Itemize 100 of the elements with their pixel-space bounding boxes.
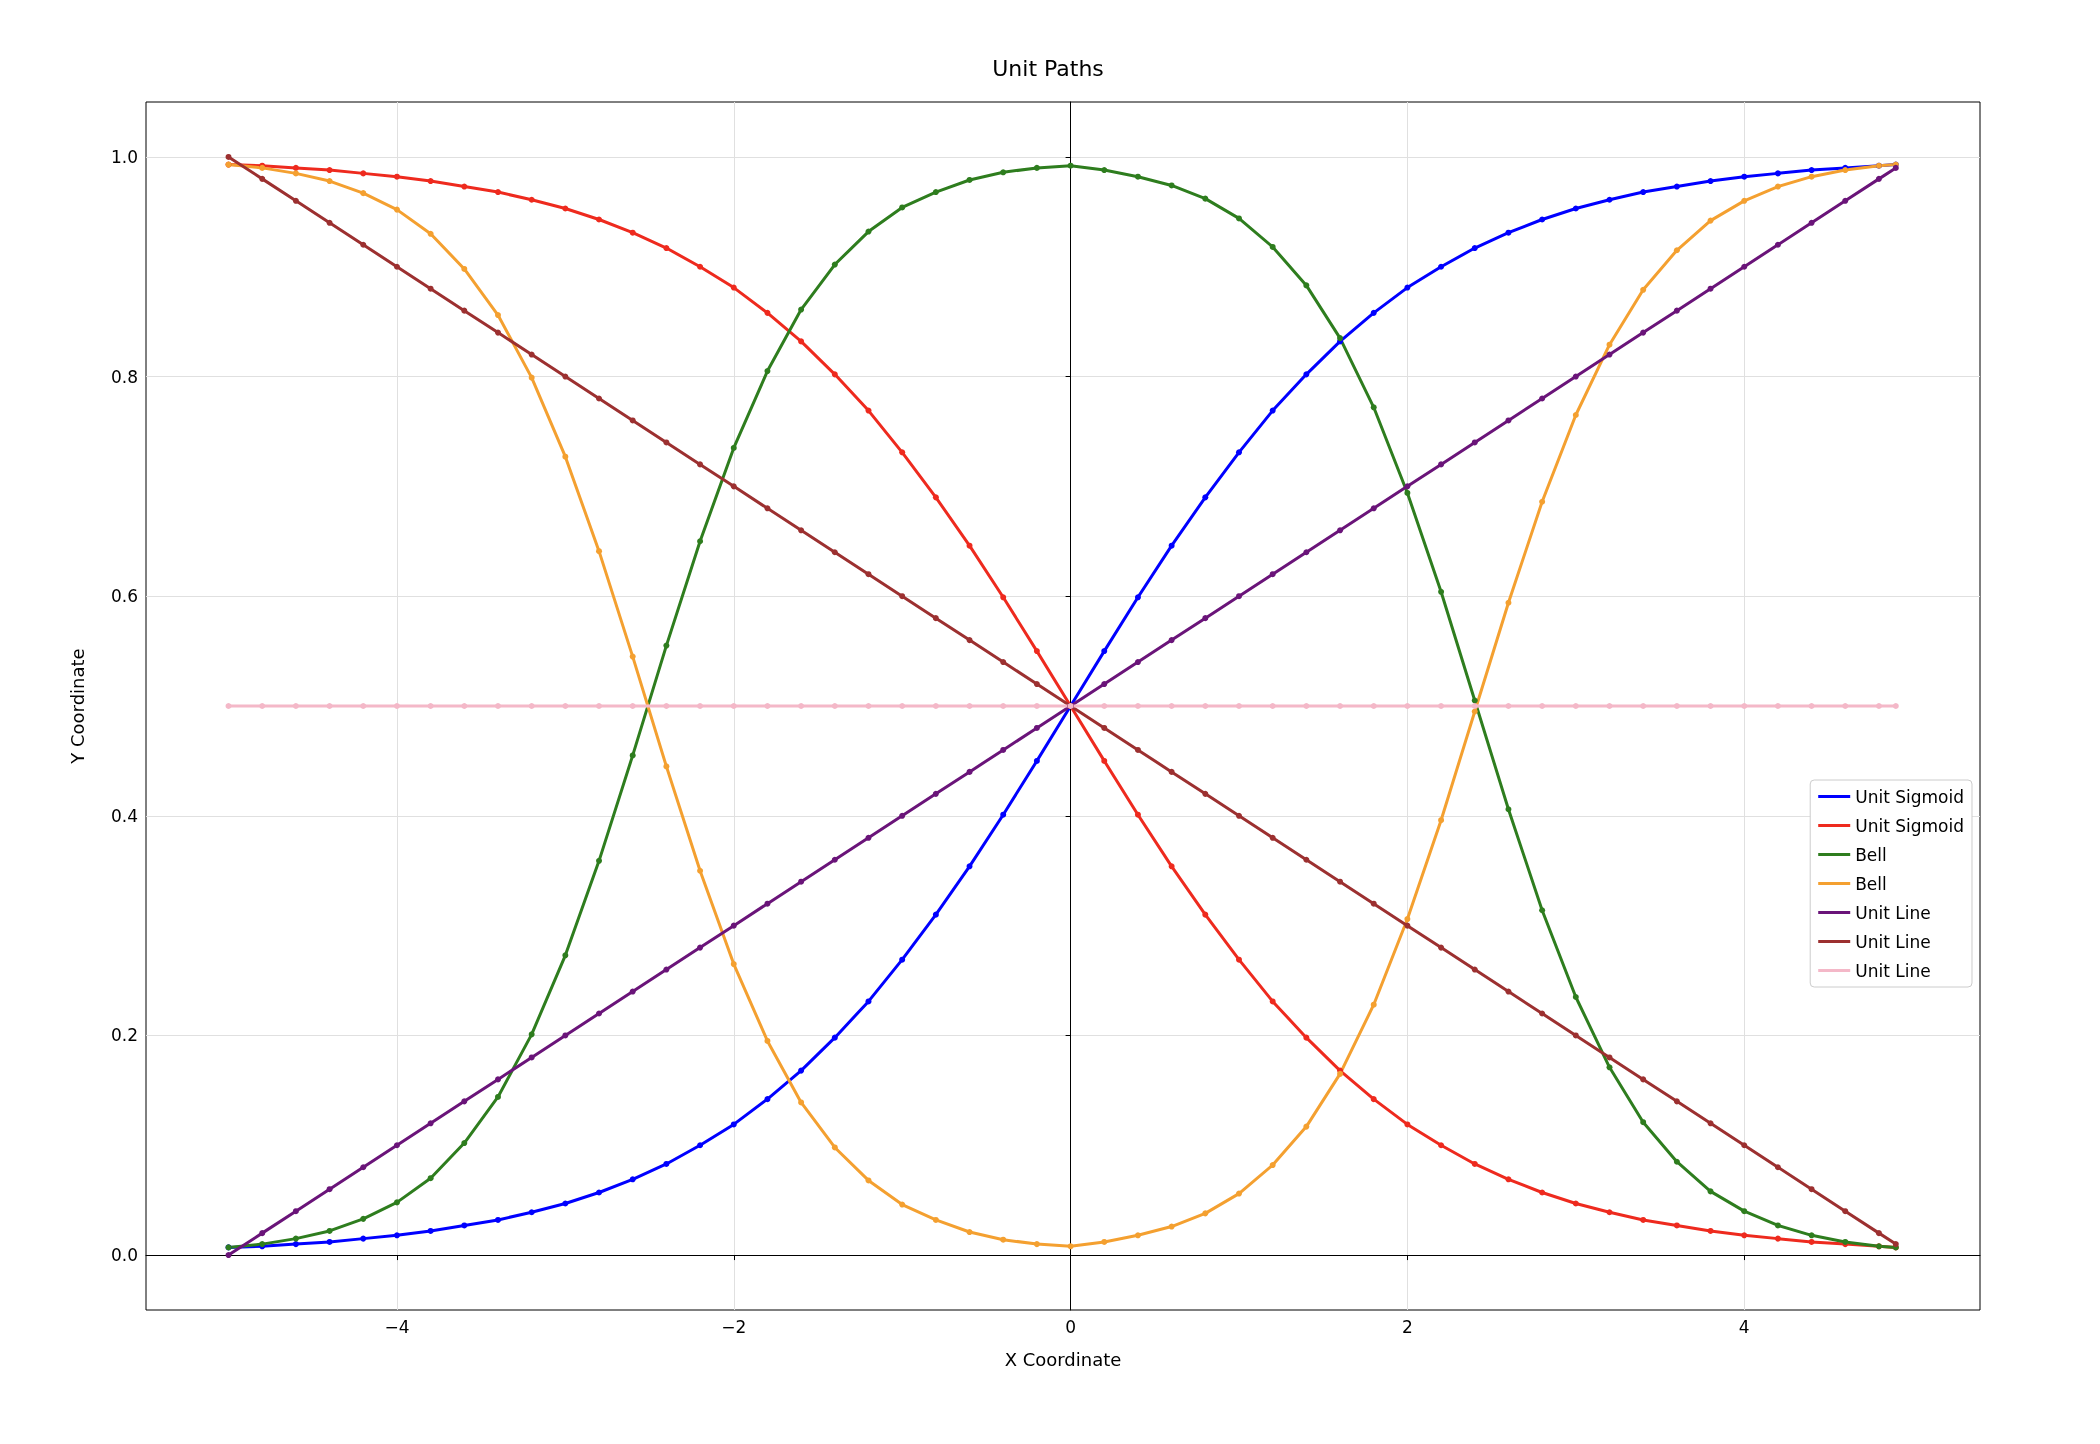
point [1033, 724, 1040, 731]
point [596, 703, 603, 709]
point [1572, 411, 1579, 418]
point [360, 1235, 367, 1242]
point [1673, 247, 1680, 254]
point [427, 1120, 434, 1127]
point [1539, 907, 1546, 914]
point [1640, 286, 1647, 293]
point [225, 1252, 232, 1259]
point [831, 371, 838, 378]
legend-label: Unit Sigmoid [1855, 815, 1965, 836]
point [966, 768, 973, 775]
x-tick-label: 0 [1065, 1316, 1076, 1337]
point [1875, 1230, 1882, 1237]
point [1000, 659, 1007, 666]
point [1673, 1098, 1680, 1105]
point [596, 1189, 603, 1196]
point [1673, 1158, 1680, 1165]
point [596, 1010, 603, 1017]
point [1471, 697, 1478, 704]
point [596, 857, 603, 864]
point [562, 703, 569, 709]
point [461, 265, 468, 272]
point [1269, 571, 1276, 578]
point [528, 196, 535, 203]
point [899, 703, 906, 709]
point [663, 966, 670, 973]
point [1539, 703, 1546, 709]
point [292, 1208, 299, 1215]
point [1134, 659, 1141, 666]
point [292, 197, 299, 204]
point [461, 1140, 468, 1147]
point [1808, 1186, 1815, 1193]
point [865, 228, 872, 235]
point [1438, 461, 1445, 468]
point [966, 176, 973, 183]
point [1471, 703, 1478, 709]
point [259, 175, 266, 182]
point [1168, 637, 1175, 644]
point [1471, 966, 1478, 973]
point [1438, 703, 1445, 709]
x-axis-title: X Coordinate [1004, 1348, 1122, 1370]
point [1741, 1208, 1748, 1215]
point [1606, 1054, 1613, 1061]
y-tick-label: 0.4 [110, 805, 138, 826]
point [1640, 1119, 1647, 1126]
point [1774, 170, 1781, 177]
point [764, 703, 771, 709]
legend-label: Unit Sigmoid [1855, 786, 1965, 807]
point [1303, 703, 1310, 709]
point [1572, 1032, 1579, 1039]
point [393, 703, 400, 709]
point [1505, 988, 1512, 995]
point [663, 439, 670, 446]
point [1875, 175, 1882, 182]
point [831, 856, 838, 863]
point [1572, 994, 1579, 1001]
point [1101, 167, 1108, 174]
point [697, 703, 704, 709]
point [1741, 197, 1748, 204]
point [1505, 229, 1512, 236]
point [1539, 498, 1546, 505]
point [494, 312, 501, 319]
point [730, 922, 737, 929]
point [831, 549, 838, 556]
point [1842, 1208, 1849, 1215]
point [1236, 956, 1242, 963]
point [562, 453, 569, 460]
point [259, 703, 266, 709]
point [1774, 703, 1781, 709]
point [1370, 1096, 1377, 1103]
point [1269, 998, 1276, 1005]
point [1101, 681, 1108, 688]
point [1101, 1238, 1108, 1245]
point [1202, 790, 1209, 797]
point [1640, 329, 1647, 336]
point [1471, 1160, 1478, 1167]
point [899, 956, 906, 963]
point [899, 1201, 906, 1208]
point [1471, 708, 1478, 715]
point [1606, 1209, 1613, 1216]
point [1134, 703, 1141, 709]
point [1168, 703, 1175, 709]
point [1067, 162, 1074, 169]
point [1337, 527, 1344, 534]
point [764, 1037, 771, 1044]
point [528, 1031, 535, 1038]
point [1539, 1189, 1546, 1196]
point [1438, 817, 1445, 824]
point [1303, 1034, 1310, 1041]
point [494, 1093, 501, 1100]
point [1673, 1222, 1680, 1229]
point [1168, 863, 1175, 870]
point [1707, 1188, 1714, 1195]
point [1236, 1190, 1242, 1197]
chart-title: Unit Paths [992, 55, 1104, 81]
y-tick-label: 0.2 [110, 1025, 138, 1046]
x-tick-label: 2 [1401, 1316, 1413, 1337]
point [1033, 681, 1040, 688]
point [1606, 703, 1613, 709]
